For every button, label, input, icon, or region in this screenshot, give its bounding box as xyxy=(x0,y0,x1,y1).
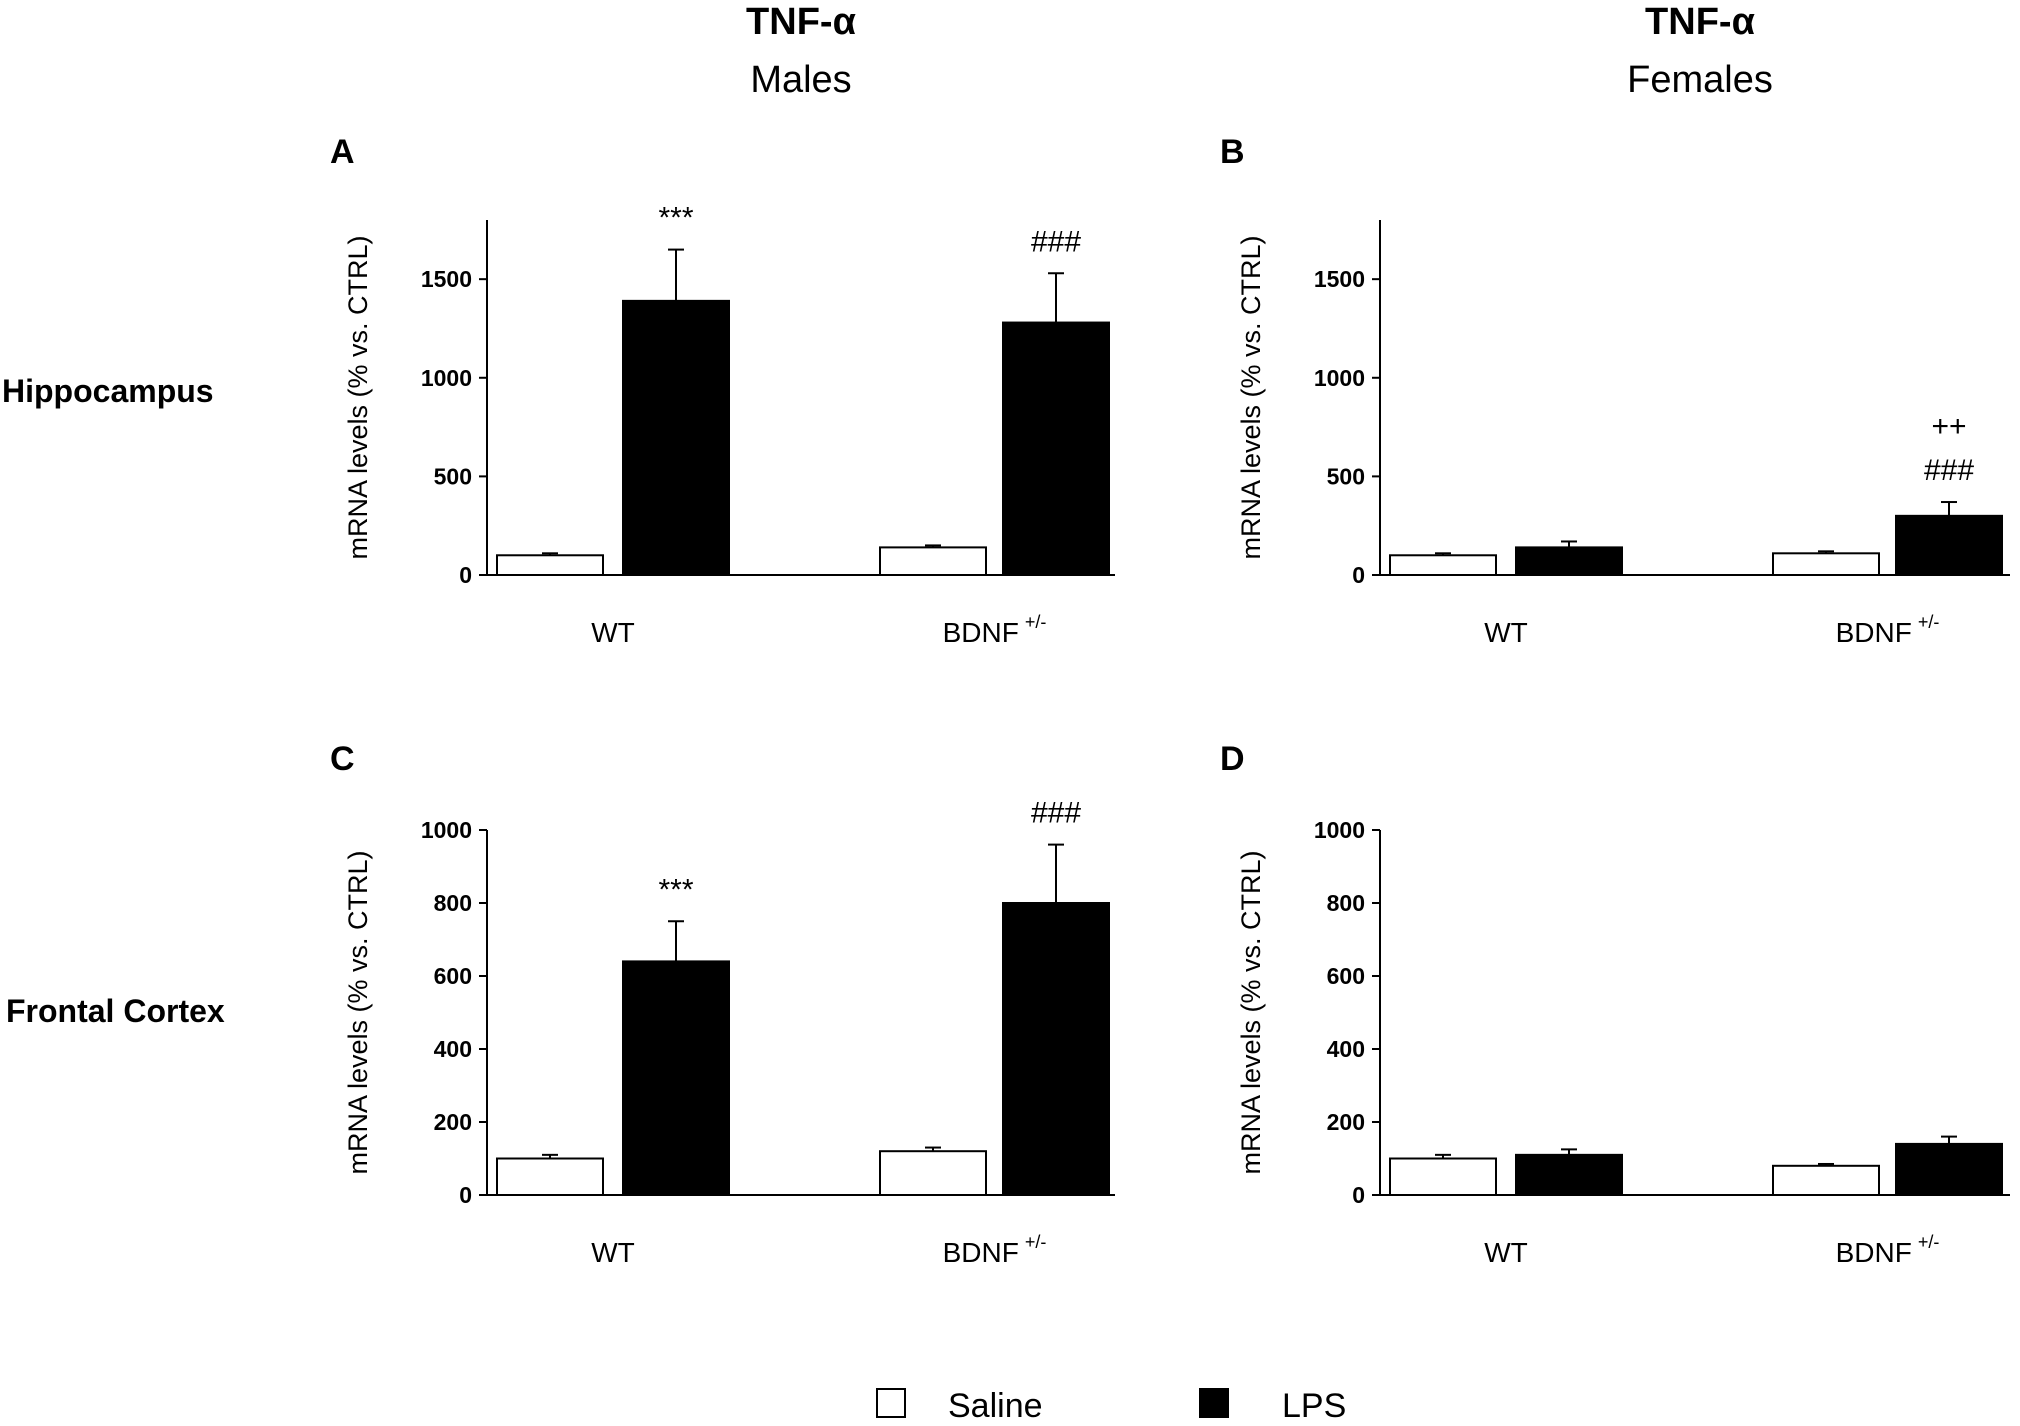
y-tick-label: 1500 xyxy=(421,266,472,292)
y-tick-label: 600 xyxy=(434,963,472,989)
bar-saline xyxy=(1772,1164,1880,1197)
plot-area: 0 500 1000 1500 mRNA levels (% vs. CTRL) *** #… xyxy=(343,202,1115,648)
significance-label: ### xyxy=(1031,225,1081,258)
y-tick-label: 1000 xyxy=(421,365,472,391)
y-tick-label: 1000 xyxy=(421,817,472,843)
category-label: WT xyxy=(1484,617,1528,648)
panel-b: B 0 500 1000 1500 mRNA levels (% vs. CTRL) ##… xyxy=(1220,133,2010,648)
bar-saline xyxy=(1772,552,1880,576)
legend: Saline LPS xyxy=(876,1387,1346,1425)
bar-lps xyxy=(622,299,730,576)
category-label: BDNF +/- xyxy=(1836,1232,1940,1268)
males-subtitle: Males xyxy=(750,59,851,101)
bar-saline xyxy=(879,1150,987,1196)
plot-area: 0 200 400 600 800 1000 mRNA levels (% vs. CTRL… xyxy=(343,797,1115,1268)
row-label-frontal-cortex: Frontal Cortex xyxy=(6,993,225,1029)
y-tick-label: 200 xyxy=(1327,1109,1365,1135)
legend-swatch-saline xyxy=(876,1388,906,1418)
significance-label: ++ xyxy=(1931,410,1966,443)
legend-swatch-lps xyxy=(1199,1388,1229,1418)
bar-lps xyxy=(1515,1153,1623,1196)
y-tick-label: 1000 xyxy=(1314,365,1365,391)
legend-label-saline: Saline xyxy=(948,1387,1043,1425)
males-title: TNF-α xyxy=(746,1,856,43)
legend-label-lps: LPS xyxy=(1282,1387,1346,1425)
significance-label: *** xyxy=(658,202,693,235)
panel-a: A 0 500 1000 1500 mRNA levels (% vs. CTRL) **… xyxy=(330,133,1115,648)
females-subtitle: Females xyxy=(1627,59,1773,101)
category-label: WT xyxy=(591,1237,635,1268)
bar-lps xyxy=(622,960,730,1197)
panel-letter: D xyxy=(1220,740,1245,778)
y-axis-label: mRNA levels (% vs. CTRL) xyxy=(1236,235,1266,559)
y-tick-label: 1500 xyxy=(1314,266,1365,292)
y-tick-label: 800 xyxy=(1327,890,1365,916)
significance-label: ### xyxy=(1924,454,1974,487)
y-tick-label: 500 xyxy=(1327,463,1365,489)
y-axis-label: mRNA levels (% vs. CTRL) xyxy=(1236,850,1266,1174)
females-title: TNF-α xyxy=(1645,1,1755,43)
y-tick-label: 0 xyxy=(1352,562,1365,588)
y-tick-label: 0 xyxy=(459,1182,472,1208)
y-tick-label: 800 xyxy=(434,890,472,916)
y-tick-label: 500 xyxy=(434,463,472,489)
bar-lps xyxy=(1895,514,2003,576)
plot-area: 0 500 1000 1500 mRNA levels (% vs. CTRL) ### +… xyxy=(1236,220,2010,648)
bar-saline xyxy=(1389,554,1497,576)
bar-lps xyxy=(1515,546,1623,577)
category-label: BDNF +/- xyxy=(943,1232,1047,1268)
y-tick-label: 400 xyxy=(1327,1036,1365,1062)
category-label: WT xyxy=(1484,1237,1528,1268)
bar-saline xyxy=(496,554,604,576)
panel-letter: B xyxy=(1220,133,1245,171)
bar-lps xyxy=(1895,1142,2003,1197)
y-tick-label: 400 xyxy=(434,1036,472,1062)
category-label: WT xyxy=(591,617,635,648)
significance-label: *** xyxy=(658,873,693,906)
row-label-hippocampus: Hippocampus xyxy=(2,373,214,409)
y-axis-label: mRNA levels (% vs. CTRL) xyxy=(343,850,373,1174)
y-axis-label: mRNA levels (% vs. CTRL) xyxy=(343,235,373,559)
panel-d: D 0 200 400 600 800 1000 mRNA levels (% vs. CT… xyxy=(1220,740,2010,1268)
panel-c: C 0 200 400 600 800 1000 mRNA levels (% vs. CT… xyxy=(330,740,1115,1268)
plot-area: 0 200 400 600 800 1000 mRNA levels (% vs. CTRL… xyxy=(1236,817,2010,1268)
significance-label: ### xyxy=(1031,797,1081,830)
y-tick-label: 0 xyxy=(459,562,472,588)
panel-letter: C xyxy=(330,740,355,778)
bar-saline xyxy=(1389,1157,1497,1196)
bar-saline xyxy=(879,546,987,577)
category-label: BDNF +/- xyxy=(1836,612,1940,648)
y-tick-label: 200 xyxy=(434,1109,472,1135)
category-label: BDNF +/- xyxy=(943,612,1047,648)
bar-saline xyxy=(496,1157,604,1196)
bar-lps xyxy=(1002,902,1110,1196)
y-tick-label: 0 xyxy=(1352,1182,1365,1208)
y-tick-label: 600 xyxy=(1327,963,1365,989)
y-tick-label: 1000 xyxy=(1314,817,1365,843)
bar-lps xyxy=(1002,321,1110,576)
panel-letter: A xyxy=(330,133,355,171)
